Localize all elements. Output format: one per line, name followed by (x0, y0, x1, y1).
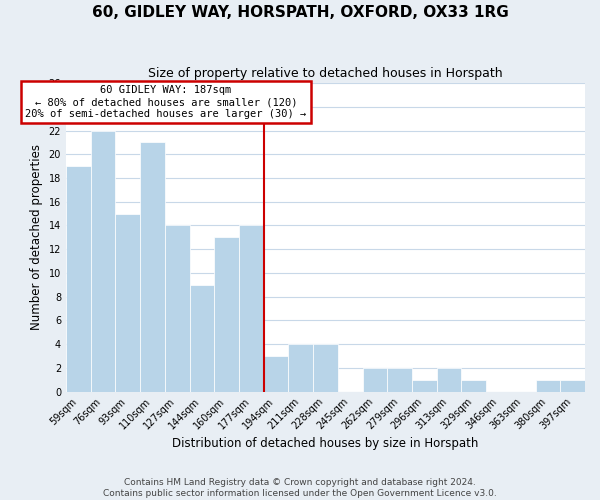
Y-axis label: Number of detached properties: Number of detached properties (30, 144, 43, 330)
Bar (190, 285, 214, 392)
X-axis label: Distribution of detached houses by size in Horspath: Distribution of detached houses by size … (172, 437, 479, 450)
Bar (313, 344, 338, 392)
Bar (140, 142, 165, 392)
Bar (165, 226, 190, 392)
Bar (536, 380, 560, 392)
Text: 60, GIDLEY WAY, HORSPATH, OXFORD, OX33 1RG: 60, GIDLEY WAY, HORSPATH, OXFORD, OX33 1… (92, 5, 508, 20)
Text: Contains HM Land Registry data © Crown copyright and database right 2024.
Contai: Contains HM Land Registry data © Crown c… (103, 478, 497, 498)
Bar (387, 368, 412, 392)
Bar (239, 226, 263, 392)
Bar (560, 380, 585, 392)
Bar (214, 238, 239, 392)
Bar (91, 130, 115, 392)
Bar (66, 166, 91, 392)
Text: 60 GIDLEY WAY: 187sqm
← 80% of detached houses are smaller (120)
20% of semi-det: 60 GIDLEY WAY: 187sqm ← 80% of detached … (25, 86, 307, 118)
Bar (412, 380, 437, 392)
Bar (263, 356, 289, 392)
Title: Size of property relative to detached houses in Horspath: Size of property relative to detached ho… (148, 68, 503, 80)
Bar (115, 214, 140, 392)
Bar (461, 380, 486, 392)
Bar (289, 344, 313, 392)
Bar (437, 368, 461, 392)
Bar (362, 368, 387, 392)
